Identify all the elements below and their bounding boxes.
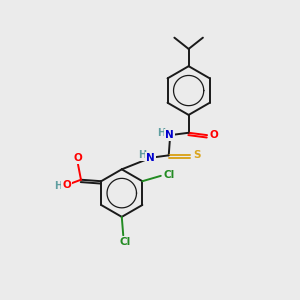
Text: H: H — [138, 150, 146, 160]
Text: O: O — [209, 130, 218, 140]
Text: O: O — [62, 180, 71, 190]
Text: O: O — [74, 153, 82, 163]
Text: N: N — [165, 130, 174, 140]
Text: H: H — [55, 181, 63, 191]
Text: S: S — [193, 150, 200, 160]
Text: Cl: Cl — [119, 237, 130, 247]
Text: N: N — [146, 153, 155, 163]
Text: H: H — [157, 128, 165, 138]
Text: Cl: Cl — [164, 170, 175, 180]
